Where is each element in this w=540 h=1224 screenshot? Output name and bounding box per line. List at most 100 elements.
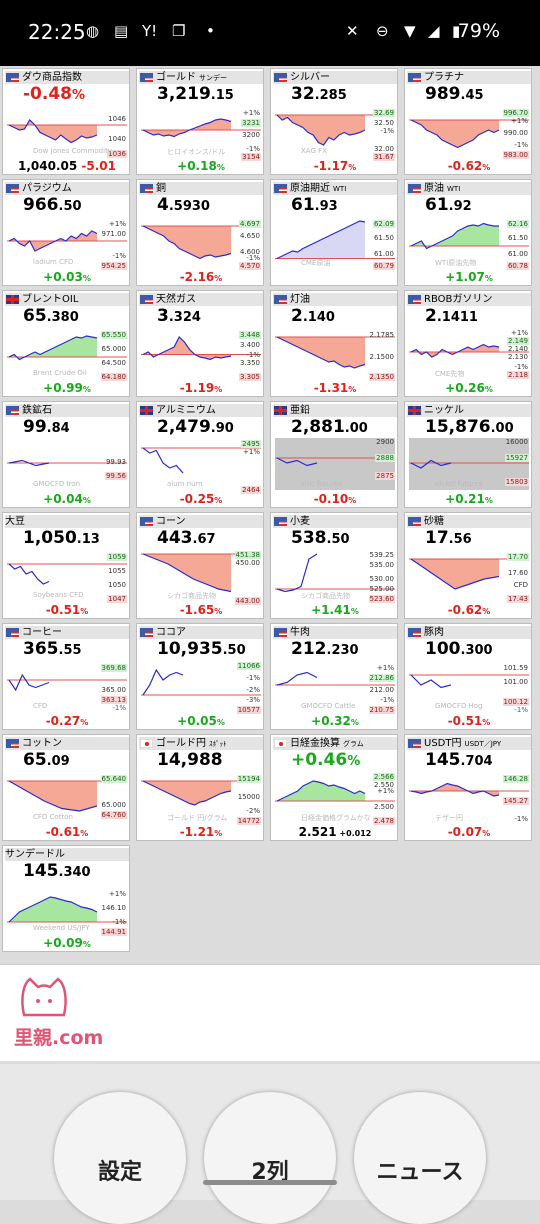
commodity-tile[interactable]: ブレントOIL 65.380 65.550 65.000 64.500 64.180 Bre…: [2, 290, 130, 397]
chart-watermark: CME原油: [301, 259, 331, 267]
price-level-tag: 212.00: [369, 686, 395, 694]
price-level-tag: 2495: [241, 440, 261, 448]
tile-header: RBOBガソリン: [407, 293, 531, 306]
flag-icon: [274, 295, 287, 304]
price-decimal: .140: [302, 310, 335, 325]
commodity-tile[interactable]: 亜鉛 2,881.00 2900 2888 2875 zinc futures -0.10%: [270, 401, 398, 508]
price-level-tag: 1047: [107, 595, 127, 603]
price-level-tag: -1%: [246, 254, 260, 262]
line-app-icon: ◍: [86, 22, 100, 40]
price-level-tag: 2.566: [372, 773, 395, 781]
price-level-tag: 212.86: [368, 674, 395, 682]
commodity-tile[interactable]: 灯油 2.140 2.1785 2.1500 2.1350 -1.31%: [270, 290, 398, 397]
price-decimal: .324: [168, 310, 201, 325]
tile-price: 61.93: [291, 195, 338, 215]
sparkline-line: [410, 222, 499, 250]
tile-change: +0.18%: [137, 159, 263, 173]
price-decimal: .300: [460, 643, 493, 658]
chart-watermark: CFD: [33, 702, 48, 710]
commodity-tile[interactable]: 原油期近 WTI 61.93 62.09 61.50 61.00 60.79 CME原油: [270, 179, 398, 286]
price-level-tag: 15000: [237, 793, 260, 801]
commodity-tile[interactable]: コーン 443.67 451.38 450.00 443.00 シカゴ商品先物 -1.65%: [136, 512, 264, 619]
price-integer: 212: [291, 639, 327, 659]
price-level-tag: 4.697: [238, 220, 261, 228]
price-decimal: .93: [314, 199, 338, 214]
sparkline-area: [143, 781, 231, 805]
price-integer: 99: [23, 417, 47, 437]
change-value: 2.521: [298, 825, 337, 839]
home-indicator[interactable]: [203, 1180, 337, 1185]
commodity-tile[interactable]: パラジウム 966.50 +1% 971.00 -1% 954.25 ladium CFD +…: [2, 179, 130, 286]
commodity-tile[interactable]: 日経金換算 グラム +0.46% 2.566 2.550 +1% 2.500 2.478 日経金…: [270, 734, 398, 841]
tile-change: -0.62%: [405, 159, 531, 173]
commodity-tile[interactable]: 牛肉 212.230 +1% 212.86 212.00 -1% 210.75 GMOCFD …: [270, 623, 398, 730]
sparkline-chart: [409, 222, 529, 250]
tile-price: 99.84: [23, 417, 70, 437]
change-value: -0.27: [45, 714, 81, 728]
flag-icon: [140, 628, 153, 637]
price-level-tag: 530.00: [369, 575, 395, 583]
sparkline-chart: [7, 119, 127, 144]
commodity-tile[interactable]: ニッケル 15,876.00 16000 15927 15803 nickel futur…: [404, 401, 532, 508]
price-level-tag: CFD: [513, 581, 528, 589]
commodity-tile[interactable]: シルバー 32.285 32.69 32.50 -1% 32.00 31.67 XAG FX -…: [270, 68, 398, 175]
columns-button[interactable]: 2列: [204, 1092, 336, 1224]
commodity-tile[interactable]: ダウ商品指数 -0.48% 1046 1040 1036 Dow Jones Commod…: [2, 68, 130, 175]
commodity-tile[interactable]: 豚肉 100.300 101.59 101.00 100.12 -1% GMOCFD Hog…: [404, 623, 532, 730]
commodity-tile[interactable]: USDT円 USDT／JPY 145.704 146.28 145.27 -1% テザー円 -…: [404, 734, 532, 841]
sparkline-line: [410, 782, 500, 797]
tile-change: +0.99%: [3, 381, 129, 395]
commodity-tile[interactable]: 砂糖 17.56 17.70 17.60 CFD 17.43 -0.62%: [404, 512, 532, 619]
commodity-tile[interactable]: 天然ガス 3.324 3.448 3.400 -1% 3.350 3.305 -1.19%: [136, 290, 264, 397]
price-integer: 32: [291, 84, 315, 104]
commodity-tile[interactable]: プラチナ 989.45 996.70 +1% 990.00 -1% 983.00 -0.62%: [404, 68, 532, 175]
tile-title: ゴールド: [156, 72, 196, 83]
commodity-tile[interactable]: コットン 65.09 65.640 65.000 64.760 CFD Cotton -0.…: [2, 734, 130, 841]
sparkline-chart: [7, 335, 127, 361]
flag-icon: [408, 739, 421, 748]
change-value: -0.25: [179, 492, 215, 506]
commodity-tile[interactable]: サンデードル 145.340 +1% 146.10 -1% 144.91 Weekend U…: [2, 845, 130, 952]
commodity-tile[interactable]: ゴールド サンデー 3,219.15 +1% 3231 3200 -1% 3154 ヒロイオンス…: [136, 68, 264, 175]
news-button[interactable]: ニュース: [354, 1092, 486, 1224]
price-level-tag: 2.500: [373, 803, 394, 811]
commodity-tile[interactable]: ココア 10,935.50 11066 -1% -2% -3% 10577 +0.05%: [136, 623, 264, 730]
price-level-tag: -1%: [246, 351, 260, 359]
commodity-tile[interactable]: 銅 4.5930 4.697 4.650 4.600 -1% 4.570 -2.16%: [136, 179, 264, 286]
sparkline-chart: [275, 336, 395, 369]
commodity-tile[interactable]: コーヒー 365.55 369.68 365.00 363.13 -1% CFD -0.27%: [2, 623, 130, 730]
flag-icon: [6, 184, 19, 193]
commodity-tile[interactable]: 鉄鉱石 99.84 99.93 99.56 GMOCFD Iron +0.04%: [2, 401, 130, 508]
price-level-tag: 1046: [108, 115, 126, 123]
tile-change: +0.21%: [405, 492, 531, 506]
change-value: -0.62: [447, 603, 483, 617]
price-level-tag: 3.305: [238, 373, 261, 381]
signal-icon: ◢: [428, 22, 440, 40]
price-level-tag: 363.13: [100, 696, 127, 704]
tile-title: 小麦: [290, 516, 310, 527]
price-level-tag: -1%: [514, 363, 528, 371]
chart-watermark: GMOCFD Cattle: [301, 702, 356, 710]
commodity-tile[interactable]: 大豆 1,050.13 1059 1055 1050 1047 Soybeans CFD -0…: [2, 512, 130, 619]
tile-title: 原油期近: [290, 183, 330, 194]
ad-banner[interactable]: 里親.com: [0, 964, 540, 1061]
commodity-tile[interactable]: RBOBガソリン 2.1411 +1% 2.149 2.140 2.130 -1% 2.118…: [404, 290, 532, 397]
copy-icon: ❐: [172, 22, 186, 40]
commodity-tile[interactable]: ゴールド円 ｽﾎﾟｯﾄ 14,988 15194 15000 -2% 14772 ゴールド 円…: [136, 734, 264, 841]
price-decimal: .285: [314, 88, 347, 103]
change-unit: %: [80, 718, 89, 727]
price-decimal: .00: [490, 421, 514, 436]
tile-price: 65.380: [23, 306, 79, 326]
change-value: +0.99: [43, 381, 83, 395]
settings-button[interactable]: 設定: [54, 1092, 186, 1224]
commodity-tile[interactable]: 原油 WTI 61.92 62.16 61.50 61.00 60.78 WTI原油先物 +1.…: [404, 179, 532, 286]
price-integer: 1,050: [23, 528, 77, 548]
tile-subtitle: ｽﾎﾟｯﾄ: [209, 740, 227, 748]
commodity-tile[interactable]: アルミニウム 2,479.90 2495 +1% 2464 alum num -0.25%: [136, 401, 264, 508]
tile-header: 銅: [139, 182, 263, 195]
flag-icon: [140, 406, 153, 415]
commodity-tile[interactable]: 小麦 538.50 539.25 535.00 530.00 525.00 523.60 シカ…: [270, 512, 398, 619]
tile-change: -0.10%: [271, 492, 397, 506]
chart-watermark: シカゴ商品先物: [167, 592, 216, 600]
tile-title: 灯油: [290, 294, 310, 305]
